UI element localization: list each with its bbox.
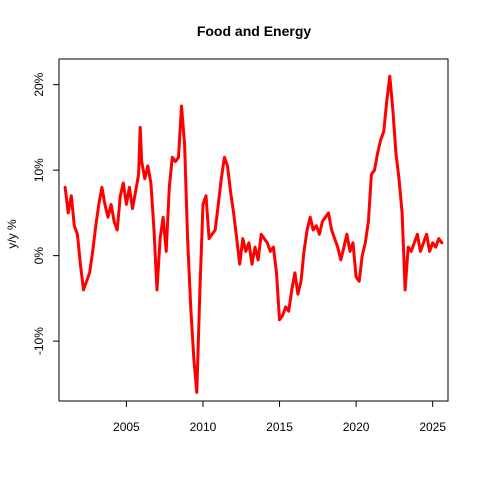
y-tick-label: 10%: [32, 158, 46, 182]
y-axis: -10% 0% 10% 20%: [32, 72, 59, 355]
y-tick-label: -10%: [32, 327, 46, 355]
plot-area-frame: [58, 58, 449, 402]
x-tick-label: 2015: [266, 420, 293, 434]
x-tick-label: 2020: [343, 420, 370, 434]
y-tick-label: 0%: [32, 247, 46, 265]
x-axis: 2005 2010 2015 2020 2025: [113, 401, 446, 434]
x-tick-label: 2025: [419, 420, 446, 434]
x-tick-label: 2005: [113, 420, 140, 434]
y-axis-label: y/y %: [5, 219, 19, 249]
series-line: [63, 74, 444, 394]
x-tick-label: 2010: [190, 420, 217, 434]
series-layer: [63, 74, 444, 394]
chart-title: Food and Energy: [197, 23, 312, 39]
y-tick-label: 20%: [32, 72, 46, 96]
